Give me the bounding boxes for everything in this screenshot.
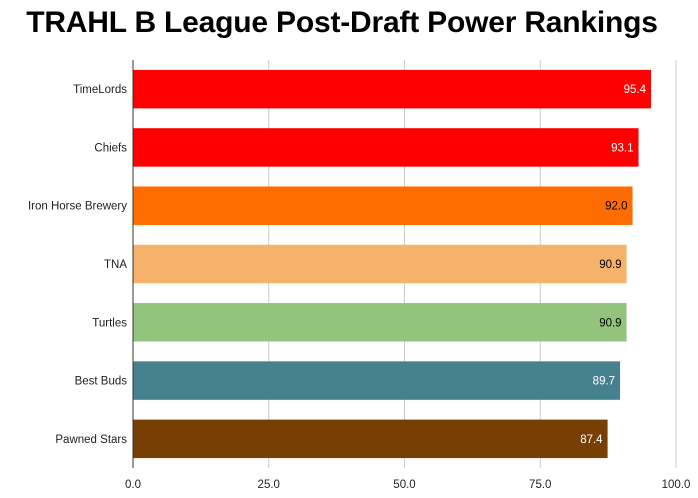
x-tick-label: 0.0 <box>125 479 141 491</box>
data-label: 92.0 <box>605 201 627 213</box>
category-label: Turtles <box>92 317 127 329</box>
bar <box>133 244 627 284</box>
data-label: 87.4 <box>580 434 603 446</box>
bar <box>133 128 639 167</box>
category-label: Iron Horse Brewery <box>28 201 127 213</box>
category-label: TimeLords <box>73 84 127 96</box>
data-label: 90.9 <box>599 259 621 271</box>
category-label: Pawned Stars <box>55 434 127 446</box>
category-label: Chiefs <box>94 142 127 154</box>
x-tick-label: 25.0 <box>258 479 280 491</box>
category-label: TNA <box>104 259 127 271</box>
data-label: 90.9 <box>599 317 621 329</box>
bar <box>133 186 633 225</box>
bar <box>133 303 627 342</box>
x-tick-label: 75.0 <box>529 479 551 491</box>
bar <box>133 69 652 109</box>
chart-title: TRAHL B League Post-Draft Power Rankings <box>26 6 658 39</box>
x-tick-label: 100.0 <box>662 479 691 491</box>
x-axis: 0.0 25.0 50.0 75.0 100.0 <box>125 60 690 491</box>
data-labels: 95.4 93.1 92.0 90.9 90.9 89.7 87.4 <box>580 84 646 446</box>
y-axis-categories: TimeLords Chiefs Iron Horse Brewery TNA Turt… <box>28 84 127 446</box>
data-label: 93.1 <box>611 142 633 154</box>
category-label: Best Buds <box>75 376 128 388</box>
bar-series <box>133 69 652 459</box>
data-label: 95.4 <box>624 84 647 96</box>
bar <box>133 361 621 400</box>
bar <box>133 419 608 459</box>
data-label: 89.7 <box>593 376 615 388</box>
x-tick-label: 50.0 <box>393 479 415 491</box>
